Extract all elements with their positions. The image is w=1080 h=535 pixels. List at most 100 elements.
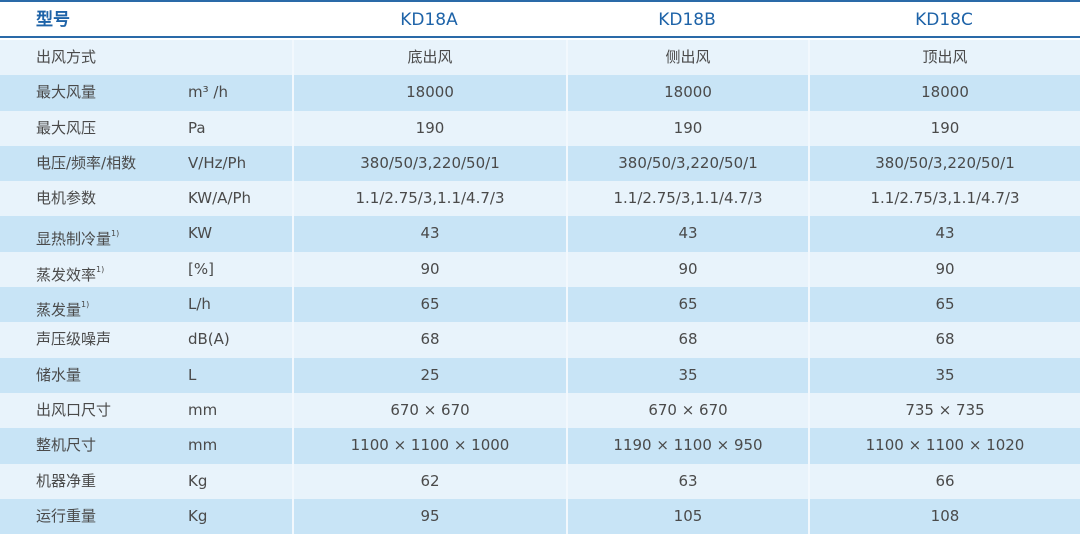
cell-value: 35: [808, 357, 1080, 393]
cell-value: 670 × 670: [292, 392, 566, 429]
table-header: 型号 KD18A KD18B KD18C: [0, 0, 1080, 38]
cell-value: 105: [566, 498, 808, 535]
cell-value: 108: [808, 498, 1080, 535]
cell-value: 1.1/2.75/3,1.1/4.7/3: [566, 181, 808, 217]
row-name: 出风口尺寸: [36, 393, 111, 428]
cell-value: 90: [566, 251, 808, 288]
model-kd18c: KD18C: [915, 10, 973, 30]
row-name-text: 显热制冷量: [36, 230, 112, 249]
table-row: 整机尺寸 mm 1100 × 1100 × 1000 1190 × 1100 × 95…: [0, 428, 1080, 464]
cell-value: 62: [292, 463, 566, 499]
table-row: 最大风压 Pa 190 190 190: [0, 110, 1080, 146]
spec-table-body: 出风方式 底出风 侧出风 顶出风 最大风量 m³ /h 18000 18000 18000 最大风…: [0, 40, 1080, 535]
row-unit: Kg: [188, 471, 208, 490]
table-row: 蒸发效率1) [%] 90 90 90: [0, 251, 1080, 288]
row-name-text: 机器净重: [36, 471, 97, 490]
row-unit: V/Hz/Ph: [188, 153, 247, 172]
cell-value: 380/50/3,220/50/1: [292, 145, 566, 182]
cell-value: 190: [292, 110, 566, 146]
cell-value: 95: [292, 498, 566, 535]
cell-value: 670 × 670: [566, 392, 808, 429]
footnote-mark: 1): [81, 300, 90, 310]
row-unit: mm: [188, 436, 218, 455]
cell-value: 68: [808, 322, 1080, 358]
cell-value: 1190 × 1100 × 950: [566, 428, 808, 464]
row-name: 运行重量: [36, 499, 96, 534]
cell-value: 1.1/2.75/3,1.1/4.7/3: [292, 181, 566, 217]
row-name-text: 声压级噪声: [36, 330, 112, 349]
row-name-text: 出风方式: [36, 48, 97, 66]
row-name-text: 蒸发量: [36, 301, 82, 320]
cell-value: 1100 × 1100 × 1000: [292, 428, 566, 464]
row-name: 显热制冷量1): [36, 216, 119, 251]
row-name-text: 最大风压: [36, 118, 97, 137]
row-unit: [%]: [188, 259, 214, 278]
cell-value: 18000: [566, 75, 808, 111]
cell-value: 18000: [292, 75, 566, 111]
cell-value: 25: [292, 357, 566, 393]
cell-value: 380/50/3,220/50/1: [808, 145, 1080, 182]
row-name: 储水量: [36, 358, 81, 393]
table-row: 蒸发量1) L/h 65 65 65: [0, 287, 1080, 323]
row-unit: Pa: [188, 118, 206, 137]
cell-value: 35: [566, 357, 808, 393]
cell-value: 90: [292, 251, 566, 288]
footnote-mark: 1): [111, 229, 120, 239]
row-name-text: 储水量: [36, 365, 82, 384]
cell-value: 侧出风: [566, 40, 808, 76]
table-row: 储水量 L 25 35 35: [0, 357, 1080, 393]
cell-value: 735 × 735: [808, 392, 1080, 429]
table-row: 出风方式 底出风 侧出风 顶出风: [0, 40, 1080, 76]
cell-value: 68: [566, 322, 808, 358]
table-row: 机器净重 Kg 62 63 66: [0, 463, 1080, 499]
row-name: 最大风压: [36, 111, 96, 146]
cell-value: 顶出风: [808, 40, 1080, 76]
model-kd18a: KD18A: [400, 10, 458, 30]
row-unit: L: [188, 365, 197, 384]
cell-value: 43: [808, 216, 1080, 252]
row-unit: L/h: [188, 295, 211, 314]
row-name: 整机尺寸: [36, 428, 96, 463]
table-row: 电压/频率/相数 V/Hz/Ph 380/50/3,220/50/1 380/50/3…: [0, 145, 1080, 182]
table-row: 显热制冷量1) KW 43 43 43: [0, 216, 1080, 252]
cell-value: 63: [566, 463, 808, 499]
cell-value: 18000: [808, 75, 1080, 111]
cell-value: 1.1/2.75/3,1.1/4.7/3: [808, 181, 1080, 217]
row-unit: Kg: [188, 506, 208, 525]
row-name: 电压/频率/相数: [36, 146, 136, 181]
row-unit: m³ /h: [188, 83, 228, 102]
cell-value: 43: [566, 216, 808, 252]
cell-value: 190: [566, 110, 808, 146]
row-unit: KW/A/Ph: [188, 189, 252, 208]
table-row: 出风口尺寸 mm 670 × 670 670 × 670 735 × 735: [0, 392, 1080, 429]
row-name: 电机参数: [36, 181, 96, 216]
cell-value: 380/50/3,220/50/1: [566, 145, 808, 182]
cell-value: 65: [566, 287, 808, 323]
row-name-text: 出风口尺寸: [36, 400, 112, 419]
table-row: 声压级噪声 dB(A) 68 68 68: [0, 322, 1080, 358]
model-kd18b: KD18B: [658, 10, 716, 30]
header-label: 型号: [36, 10, 70, 30]
table-row: 运行重量 Kg 95 105 108: [0, 498, 1080, 535]
row-name: 蒸发效率1): [36, 252, 104, 287]
row-name-text: 最大风量: [36, 83, 97, 102]
cell-value: 65: [808, 287, 1080, 323]
cell-value: 43: [292, 216, 566, 252]
row-unit: KW: [188, 224, 213, 243]
row-name-text: 运行重量: [36, 506, 97, 525]
cell-value: 90: [808, 251, 1080, 288]
cell-value: 65: [292, 287, 566, 323]
cell-value: 68: [292, 322, 566, 358]
row-unit: dB(A): [188, 330, 230, 349]
row-name: 最大风量: [36, 75, 96, 110]
cell-value: 1100 × 1100 × 1020: [808, 428, 1080, 464]
cell-value: 190: [808, 110, 1080, 146]
row-name-text: 电机参数: [36, 189, 97, 208]
footnote-mark: 1): [96, 264, 105, 274]
table-row: 电机参数 KW/A/Ph 1.1/2.75/3,1.1/4.7/3 1.1/2.75/…: [0, 181, 1080, 217]
row-name: 声压级噪声: [36, 322, 111, 357]
row-name: 出风方式: [36, 40, 96, 75]
table-row: 最大风量 m³ /h 18000 18000 18000: [0, 75, 1080, 111]
cell-value: 66: [808, 463, 1080, 499]
row-name-text: 蒸发效率: [36, 265, 97, 284]
